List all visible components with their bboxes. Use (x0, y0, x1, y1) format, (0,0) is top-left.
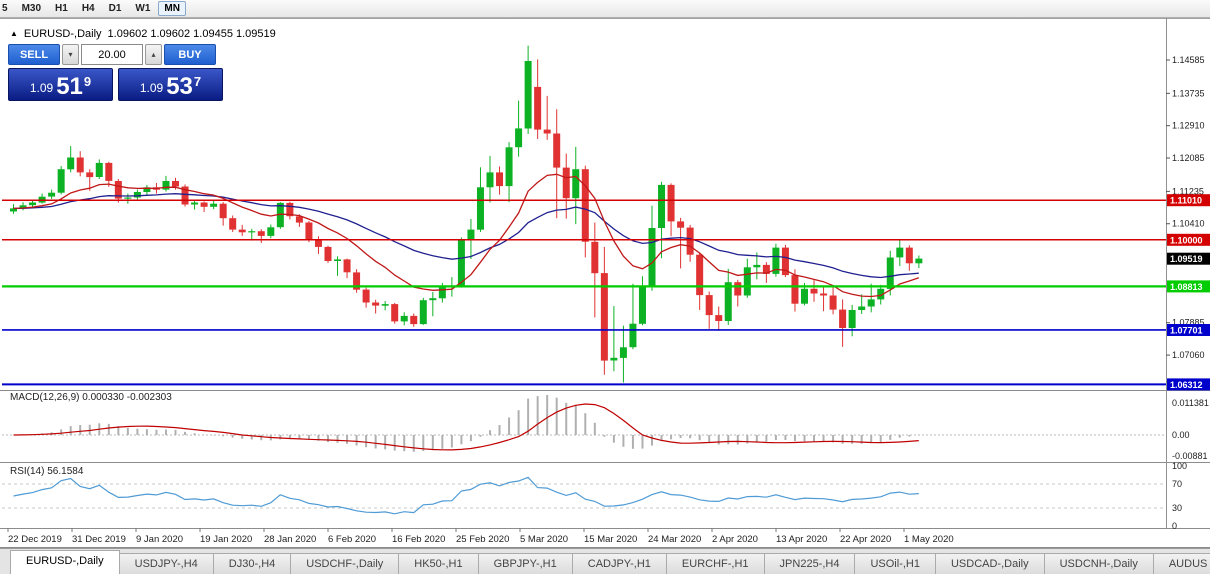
svg-text:70: 70 (1172, 479, 1182, 489)
svg-text:31 Dec 2019: 31 Dec 2019 (72, 534, 126, 545)
timeframe-button-5[interactable]: 5 (2, 3, 8, 14)
svg-text:19 Jan 2020: 19 Jan 2020 (200, 534, 252, 545)
svg-text:1.08813: 1.08813 (1170, 282, 1203, 292)
svg-text:22 Dec 2019: 22 Dec 2019 (8, 534, 62, 545)
svg-text:22 Apr 2020: 22 Apr 2020 (840, 534, 891, 545)
price-label-1.11010: 1.11010 (1167, 194, 1210, 207)
chart-symbol-label: EURUSD-,Daily (23, 28, 102, 40)
price-axis[interactable]: 1.14585 1.13735 1.12910 1.12085 1.11235 1.104… (1166, 55, 1210, 531)
chart-title: ▲ EURUSD-,Daily 1.09602 1.09602 1.09455 … (10, 28, 276, 40)
svg-text:-0.00881: -0.00881 (1172, 451, 1208, 461)
svg-text:15 Mar 2020: 15 Mar 2020 (584, 534, 637, 545)
svg-text:28 Jan 2020: 28 Jan 2020 (264, 534, 316, 545)
price-label-1.08813: 1.08813 (1167, 280, 1210, 293)
rsi-pane-label: RSI(14) 56.1584 (10, 466, 84, 477)
svg-text:25 Feb 2020: 25 Feb 2020 (456, 534, 509, 545)
chart-tab-dj30-h4[interactable]: DJ30-,H4 (212, 553, 292, 574)
ask-big-figure: 1.09 (139, 81, 164, 95)
svg-text:1.09519: 1.09519 (1170, 254, 1203, 264)
one-click-controls: SELL ▾ ▴ BUY (8, 44, 230, 65)
symbol-marker-icon: ▲ (10, 29, 18, 38)
svg-text:6 Feb 2020: 6 Feb 2020 (328, 534, 376, 545)
chart-tab-jpn225-h4[interactable]: JPN225-,H4 (763, 553, 856, 574)
price-label-1.07701: 1.07701 (1167, 324, 1210, 336)
down-arrow-icon: ▾ (68, 50, 73, 59)
ask-pips: 53 (166, 73, 193, 100)
macd-indicator (2, 395, 1166, 452)
chart-ohlc-values: 1.09602 1.09602 1.09455 1.09519 (107, 28, 276, 40)
timeframe-button-d1[interactable]: D1 (108, 3, 122, 14)
volume-increase-button[interactable]: ▴ (145, 44, 162, 65)
svg-text:1 May 2020: 1 May 2020 (904, 534, 954, 545)
timeframe-button-mn[interactable]: MN (158, 1, 186, 16)
price-label-1.10000: 1.10000 (1167, 233, 1210, 246)
svg-text:1.14585: 1.14585 (1172, 55, 1205, 65)
buy-button[interactable]: BUY (164, 44, 216, 65)
svg-text:1.12085: 1.12085 (1172, 153, 1205, 163)
bid-price-display: 1.09 51 9 (8, 68, 113, 101)
svg-text:13 Apr 2020: 13 Apr 2020 (776, 534, 827, 545)
svg-text:30: 30 (1172, 503, 1182, 513)
chart-window[interactable]: 1.14585 1.13735 1.12910 1.12085 1.11235 1.104… (0, 18, 1210, 548)
up-arrow-icon: ▴ (151, 50, 156, 59)
svg-text:1.13735: 1.13735 (1172, 88, 1205, 98)
svg-text:5 Mar 2020: 5 Mar 2020 (520, 534, 568, 545)
volume-input[interactable] (81, 44, 143, 65)
svg-text:16 Feb 2020: 16 Feb 2020 (392, 534, 445, 545)
chart-tab-cadjpy-h1[interactable]: CADJPY-,H1 (571, 553, 667, 574)
svg-text:1.12910: 1.12910 (1172, 121, 1205, 131)
chart-tab-audus[interactable]: AUDUS (1152, 553, 1210, 574)
price-label-1.06312: 1.06312 (1167, 378, 1210, 391)
chart-tab-usoil-h1[interactable]: USOil-,H1 (854, 553, 936, 574)
chart-tab-usdchf-daily[interactable]: USDCHF-,Daily (290, 553, 400, 574)
macd-pane-label: MACD(12,26,9) 0.000330 -0.002303 (10, 392, 172, 403)
one-click-quotes: 1.09 51 9 1.09 53 7 (8, 68, 230, 101)
chart-tab-bar: EURUSD-,Daily USDJPY-,H4 DJ30-,H4 USDCHF-,D… (0, 548, 1210, 574)
timeframe-button-h1[interactable]: H1 (55, 3, 68, 14)
svg-text:100: 100 (1172, 461, 1187, 471)
ask-pipette: 7 (193, 74, 202, 89)
time-axis[interactable]: 22 Dec 2019 31 Dec 2019 9 Jan 2020 19 Jan 2… (7, 528, 954, 545)
volume-decrease-button[interactable]: ▾ (62, 44, 79, 65)
chart-tab-eurchf-h1[interactable]: EURCHF-,H1 (665, 553, 765, 574)
bid-pips: 51 (56, 73, 83, 100)
svg-text:1.06312: 1.06312 (1170, 380, 1203, 390)
chart-tab-hk50-h1[interactable]: HK50-,H1 (398, 553, 479, 574)
chart-frame (0, 18, 1210, 548)
ask-price-display: 1.09 53 7 (118, 68, 223, 101)
svg-text:1.07885: 1.07885 (1172, 318, 1205, 328)
horizontal-line-objects (2, 199, 1166, 386)
moving-averages (13, 173, 920, 298)
svg-text:1.07701: 1.07701 (1170, 326, 1203, 336)
chart-tab-gbpjpy-h1[interactable]: GBPJPY-,H1 (477, 553, 573, 574)
timeframe-button-m30[interactable]: M30 (21, 3, 42, 14)
svg-text:1.10000: 1.10000 (1170, 235, 1203, 245)
svg-text:24 Mar 2020: 24 Mar 2020 (648, 534, 701, 545)
bid-pipette: 9 (83, 74, 92, 89)
chart-tab-usdcnh-daily[interactable]: USDCNH-,Daily (1043, 553, 1154, 574)
sell-button[interactable]: SELL (8, 44, 60, 65)
svg-text:1.10410: 1.10410 (1172, 219, 1205, 229)
chart-tab-eurusd-daily[interactable]: EURUSD-,Daily (10, 550, 120, 574)
svg-text:9 Jan 2020: 9 Jan 2020 (136, 534, 183, 545)
svg-text:0: 0 (1172, 521, 1177, 531)
timeframe-button-w1[interactable]: W1 (135, 3, 151, 14)
chart-tab-usdjpy-h4[interactable]: USDJPY-,H4 (118, 553, 214, 574)
svg-text:1.07060: 1.07060 (1172, 350, 1205, 360)
svg-text:0.00: 0.00 (1172, 430, 1190, 440)
svg-text:1.11235: 1.11235 (1172, 186, 1204, 196)
svg-text:2 Apr 2020: 2 Apr 2020 (712, 534, 758, 545)
chart-tab-usdcad-daily[interactable]: USDCAD-,Daily (934, 553, 1045, 574)
bid-big-figure: 1.09 (29, 81, 54, 95)
current-price-label: 1.09519 (1167, 252, 1210, 265)
svg-text:0.011381: 0.011381 (1172, 398, 1209, 408)
timeframe-button-h4[interactable]: H4 (81, 3, 95, 14)
rsi-indicator (2, 476, 1166, 515)
svg-text:1.11010: 1.11010 (1170, 196, 1202, 206)
timeframe-toolbar: 5 M30 H1 H4 D1 W1 MN (0, 0, 1210, 18)
chart-canvas[interactable]: 1.14585 1.13735 1.12910 1.12085 1.11235 1.104… (0, 18, 1210, 548)
